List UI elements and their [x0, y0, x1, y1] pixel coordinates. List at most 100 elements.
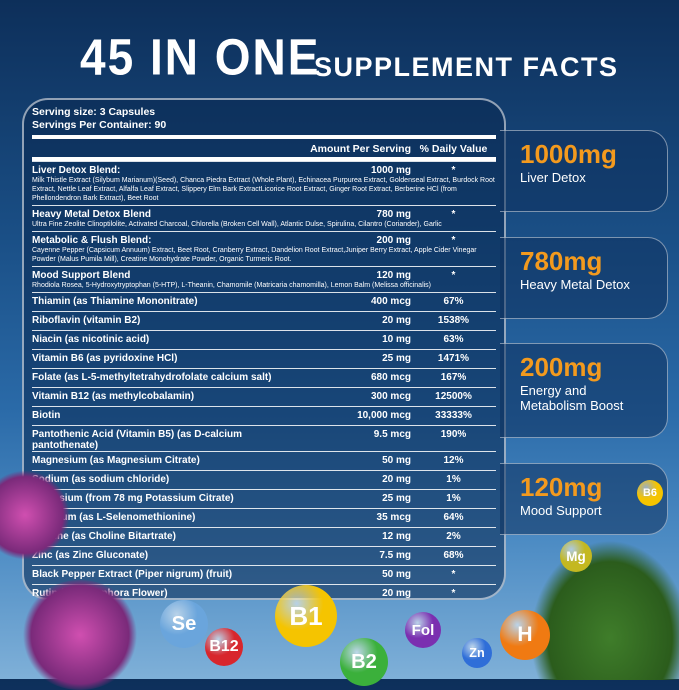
highlight-label: Liver Detox: [520, 170, 586, 185]
nutrient-dv: 2%: [446, 531, 461, 542]
blend-dv: *: [451, 209, 456, 220]
nutrient-name: Thiamin (as Thiamine Mononitrate): [32, 296, 198, 307]
title: 45 IN ONE: [80, 28, 321, 86]
blend-ingredients: Cayenne Pepper (Capsicum Annuum) Extract…: [32, 247, 477, 263]
highlight-label: Mood Support: [520, 503, 602, 518]
nutrient-amount: 50 mg: [382, 455, 411, 466]
nutrient-dv: 68%: [443, 550, 464, 561]
vitamin-b2-ball: B2: [340, 638, 388, 686]
subtitle: SUPPLEMENT FACTS: [314, 52, 619, 82]
nutrient-amount: 20 mg: [382, 315, 411, 326]
nutrient-name: Black Pepper Extract (Piper nigrum) (fru…: [32, 569, 233, 580]
vitamin-b1-ball: B1: [275, 585, 337, 647]
nutrient-amount: 10 mg: [382, 334, 411, 345]
blend-amount: 780 mg: [376, 209, 411, 220]
blend-name: Mood Support Blend: [32, 270, 131, 281]
nutrient-row: Biotin 10,000 mcg 33333%: [32, 406, 496, 425]
nutrient-dv: 1471%: [437, 353, 470, 364]
nutrient-dv: 1%: [446, 493, 461, 504]
nutrient-dv: 67%: [443, 296, 464, 307]
nutrient-amount: 12 mg: [382, 531, 411, 542]
nutrient-name: Vitamin B6 (as pyridoxine HCl): [32, 353, 178, 364]
nutrient-dv: 64%: [443, 512, 464, 523]
nutrient-name: Biotin: [32, 410, 61, 421]
nutrient-dv: *: [451, 569, 456, 580]
divider: [32, 135, 496, 139]
nutrient-name: Magnesium (as Magnesium Citrate): [32, 455, 200, 466]
nutrient-row: Sodium (as sodium chloride) 20 mg 1%: [32, 470, 496, 489]
column-header: Amount Per Serving % Daily Value: [32, 141, 496, 157]
vitamin-b6-ball: B6: [637, 480, 663, 506]
vitamin-se-ball: Se: [160, 600, 208, 648]
nutrient-name: Zinc (as Zinc Gluconate): [32, 550, 149, 561]
highlight-value: 1000mg: [520, 139, 617, 169]
thistle-flower-image: [20, 580, 140, 690]
nutrient-row: Potassium (from 78 mg Potassium Citrate)…: [32, 489, 496, 508]
blend-row: Mood Support Blend 120 mg * Rhodiola Rosea,…: [32, 266, 496, 292]
blend-ingredients: Ultra Fine Zeolite Clinoptilolite, Activ…: [32, 221, 442, 228]
nutrient-row: Thiamin (as Thiamine Mononitrate) 400 mcg…: [32, 292, 496, 311]
divider: [32, 157, 496, 161]
highlight-heavy-metal: 780mg Heavy Metal Detox: [500, 237, 668, 319]
nutrient-row: Vitamin B6 (as pyridoxine HCl) 25 mg 1471%: [32, 349, 496, 368]
blend-amount: 1000 mg: [370, 165, 411, 176]
supplement-facts-panel: Serving size: 3 Capsules Servings Per Co…: [22, 98, 506, 600]
servings-per-container: Servings Per Container: 90: [32, 119, 167, 131]
nutrient-row: Black Pepper Extract (Piper nigrum) (fru…: [32, 565, 496, 584]
nutrient-amount: 7.5 mg: [379, 550, 411, 561]
nutrient-amount: 50 mg: [382, 569, 411, 580]
highlight-value: 780mg: [520, 246, 603, 276]
nutrient-name: Potassium (from 78 mg Potassium Citrate): [32, 493, 234, 504]
nutrient-dv: 190%: [440, 429, 467, 440]
highlight-value: 200mg: [520, 352, 603, 382]
nutrient-name: Folate (as L-5-methyltetrahydrofolate ca…: [32, 372, 272, 383]
nutrient-row: Vitamin B12 (as methylcobalamin) 300 mcg 1…: [32, 387, 496, 406]
blend-amount: 200 mg: [376, 235, 411, 246]
blend-name: Heavy Metal Detox Blend: [32, 209, 151, 220]
nutrient-dv: 12%: [443, 455, 464, 466]
highlight-label: Heavy Metal Detox: [520, 277, 630, 292]
vitamin-h-ball: H: [500, 610, 550, 660]
nutrient-name: Vitamin B12 (as methylcobalamin): [32, 391, 195, 402]
nutrient-row: Zinc (as Zinc Gluconate) 7.5 mg 68%: [32, 546, 496, 565]
blend-amount: 120 mg: [376, 270, 411, 281]
blend-row: Liver Detox Blend: 1000 mg * Milk Thistle E…: [32, 161, 496, 205]
blend-row: Metabolic & Flush Blend: 200 mg * Cayenne P…: [32, 231, 496, 266]
nutrient-amount: 9.5 mcg: [373, 429, 411, 440]
nutrient-row: Pantothenic Acid (Vitamin B5) (as D-calc…: [32, 425, 496, 451]
nutrient-row: Riboflavin (vitamin B2) 20 mg 1538%: [32, 311, 496, 330]
nutrient-dv: 167%: [440, 372, 467, 383]
highlight-label: Energy and Metabolism Boost: [520, 383, 624, 413]
nutrient-row: Choline (as Choline Bitartrate) 12 mg 2%: [32, 527, 496, 546]
nutrient-dv: 33333%: [435, 410, 472, 421]
blend-ingredients: Rhodiola Rosea, 5-Hydroxytryptophan (5-H…: [32, 282, 432, 289]
nutrient-amount: 20 mg: [382, 474, 411, 485]
nutrient-amount: 35 mcg: [376, 512, 411, 523]
nutrient-amount: 10,000 mcg: [357, 410, 411, 421]
nutrient-name: Choline (as Choline Bitartrate): [32, 531, 176, 542]
nutrient-row: Magnesium (as Magnesium Citrate) 50 mg 12%: [32, 451, 496, 470]
highlight-value: 120mg: [520, 472, 603, 502]
nutrient-dv: 12500%: [435, 391, 472, 402]
nutrient-name: Pantothenic Acid (Vitamin B5) (as D-calc…: [32, 429, 243, 451]
dandelion-plant-image: [530, 540, 679, 680]
nutrient-dv: *: [451, 588, 456, 599]
vitamin-fol-ball: Fol: [405, 612, 441, 648]
blend-name: Metabolic & Flush Blend:: [32, 235, 152, 246]
nutrient-dv: 1538%: [437, 315, 470, 326]
blend-dv: *: [451, 270, 456, 281]
nutrient-amount: 25 mg: [382, 353, 411, 364]
blend-row: Heavy Metal Detox Blend 780 mg * Ultra Fine…: [32, 205, 496, 231]
serving-size: Serving size: 3 Capsules: [32, 106, 156, 118]
blend-name: Liver Detox Blend:: [32, 165, 121, 176]
nutrient-row: Niacin (as nicotinic acid) 10 mg 63%: [32, 330, 496, 349]
nutrient-dv: 63%: [443, 334, 464, 345]
vitamin-mg-ball: Mg: [560, 540, 592, 572]
nutrient-amount: 400 mcg: [370, 296, 411, 307]
nutrient-amount: 25 mg: [382, 493, 411, 504]
vitamin-b12-ball: B12: [205, 628, 243, 666]
nutrient-name: Sodium (as sodium chloride): [32, 474, 170, 485]
nutrient-amount: 300 mcg: [370, 391, 411, 402]
highlight-metabolism: 200mg Energy and Metabolism Boost: [500, 343, 668, 438]
nutrient-dv: 1%: [446, 474, 461, 485]
